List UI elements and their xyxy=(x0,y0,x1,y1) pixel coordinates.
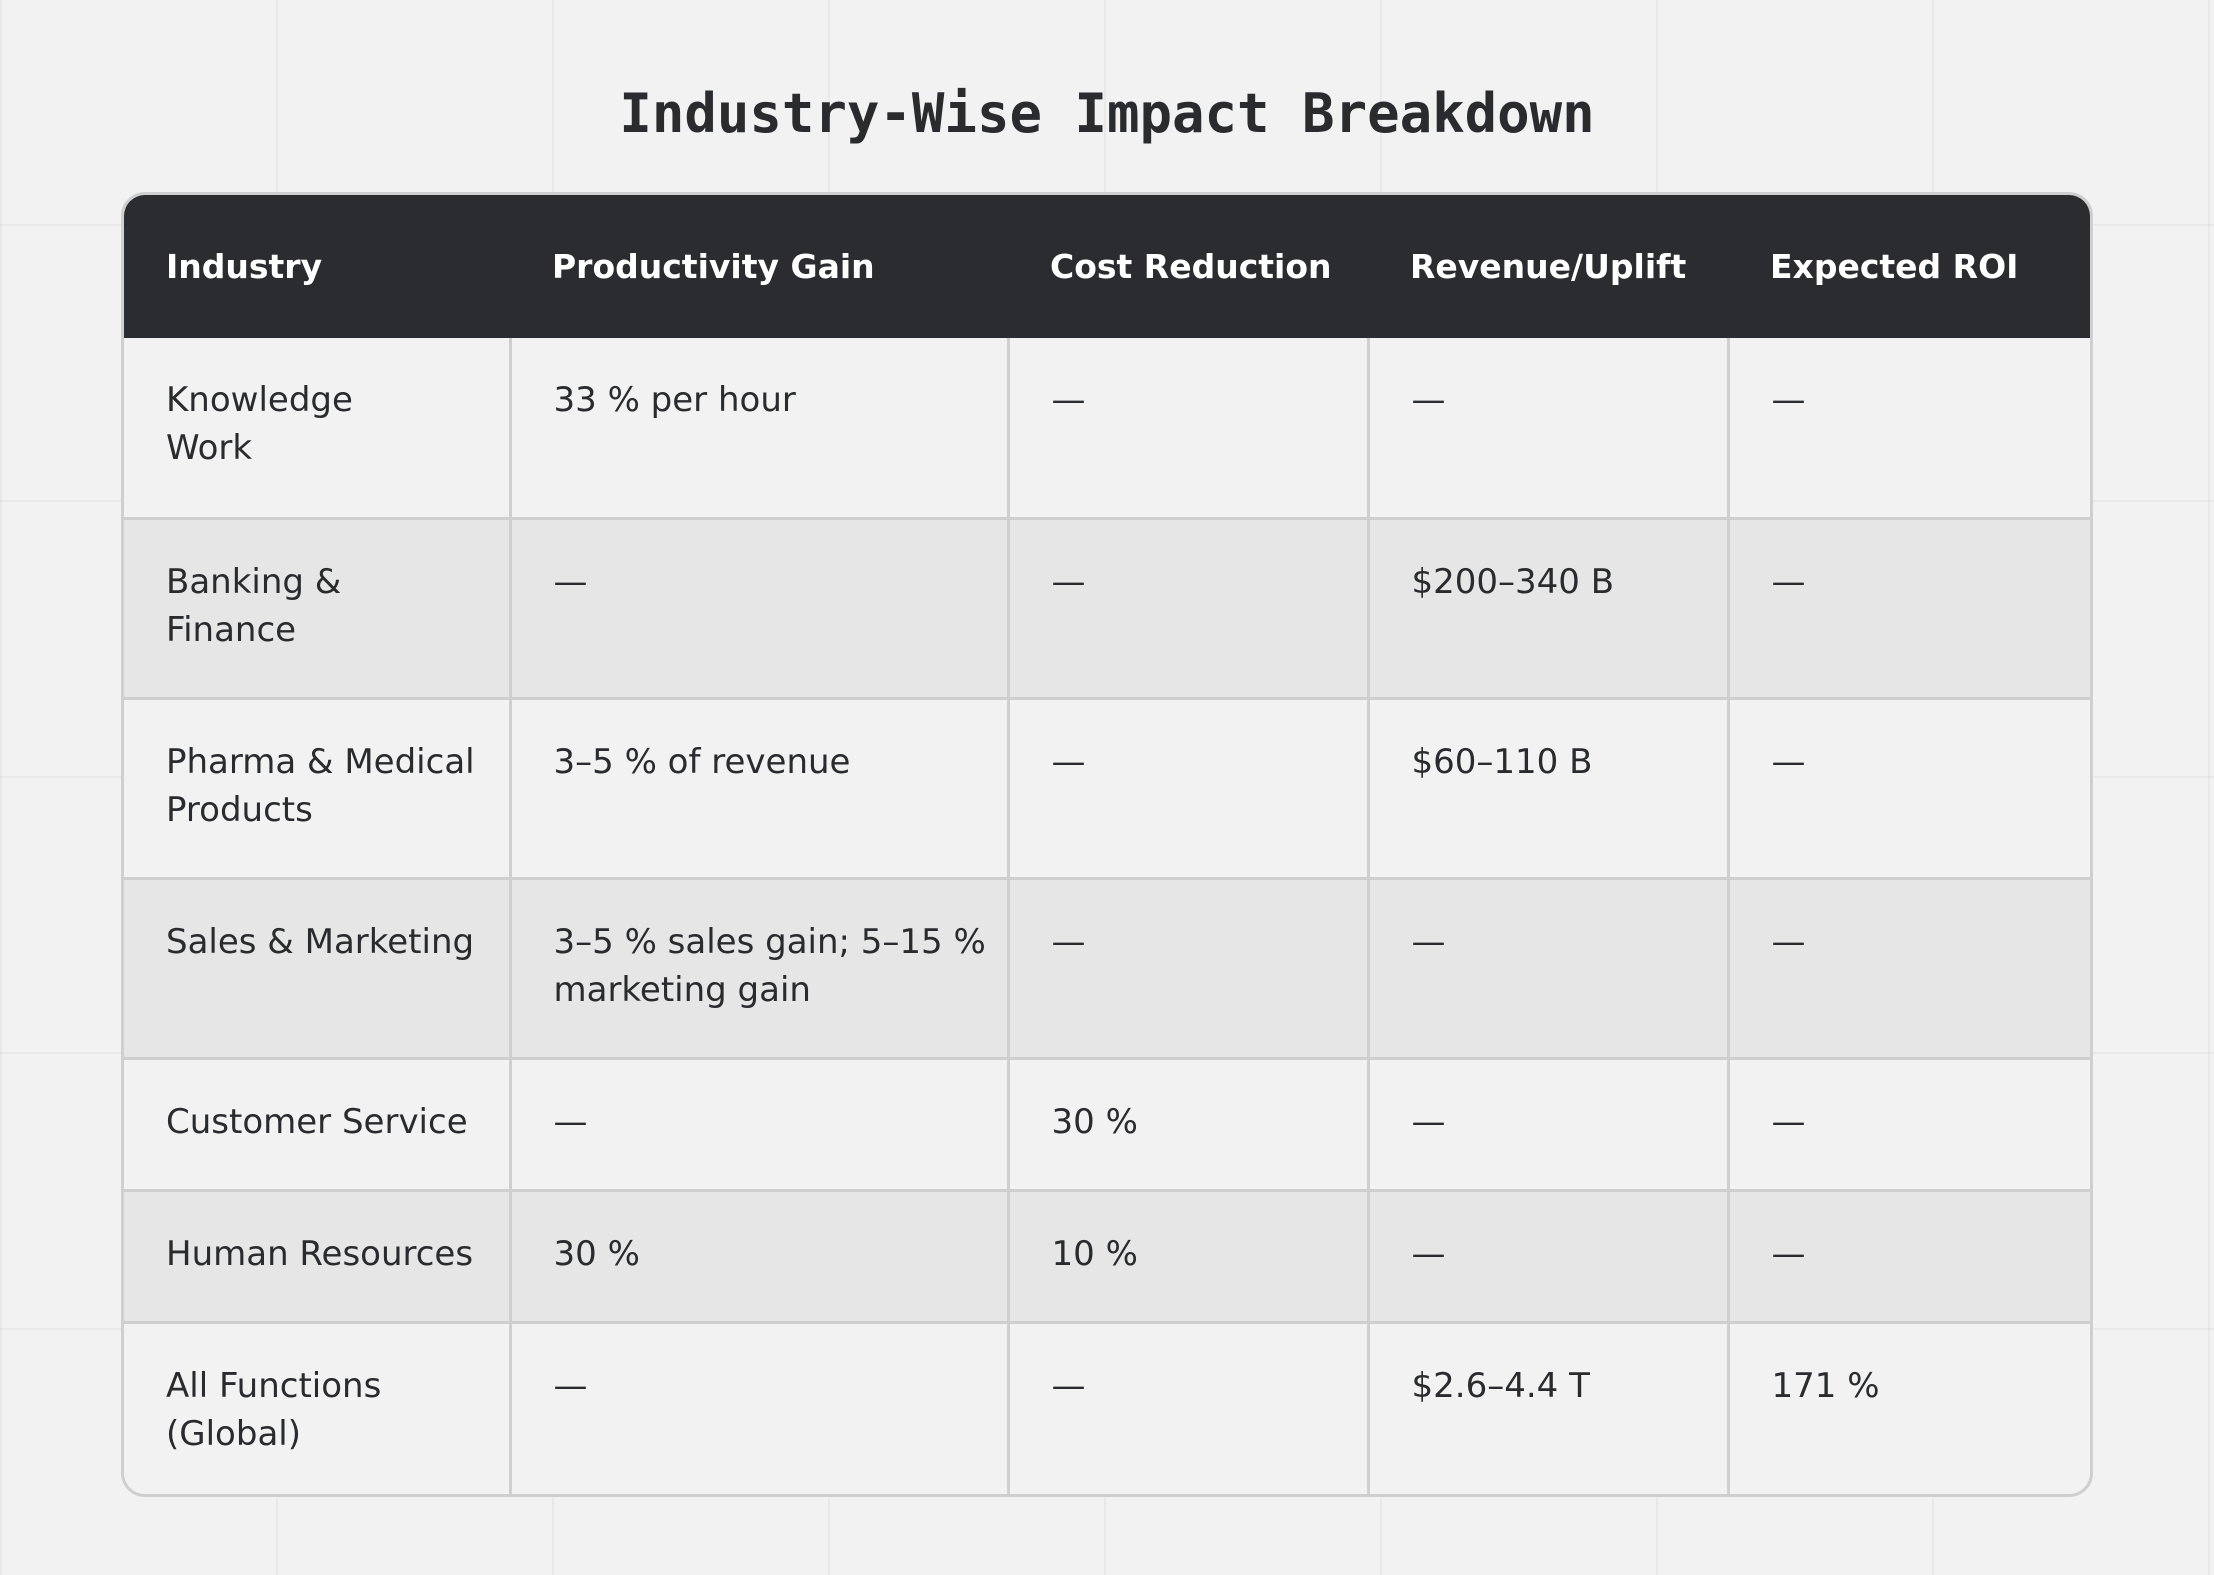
impact-table-container: Industry Productivity Gain Cost Reductio… xyxy=(121,192,2093,1497)
table-header: Industry Productivity Gain Cost Reductio… xyxy=(124,195,2090,338)
cell-productivity-gain: 3–5 % of revenue xyxy=(510,698,1010,880)
cell-cost-reduction: — xyxy=(1008,338,1370,520)
cell-revenue-uplift: — xyxy=(1368,878,1730,1060)
cell-revenue-uplift: $60–110 B xyxy=(1368,698,1730,880)
cell-productivity-gain: 30 % xyxy=(510,1190,1010,1324)
column-header-expected-roi: Expected ROI xyxy=(1728,195,2090,338)
cell-cost-reduction: — xyxy=(1008,1322,1370,1494)
cell-revenue-uplift: $2.6–4.4 T xyxy=(1368,1322,1730,1494)
table-row: Banking & Finance — — $200–340 B — xyxy=(124,518,2090,700)
table-row: All Functions (Global) — — $2.6–4.4 T 17… xyxy=(124,1322,2090,1494)
column-header-cost-reduction: Cost Reduction xyxy=(1008,195,1368,338)
cell-expected-roi: — xyxy=(1728,1058,2090,1192)
cell-expected-roi: — xyxy=(1728,878,2090,1060)
cell-industry: All Functions (Global) xyxy=(124,1322,512,1494)
cell-expected-roi: — xyxy=(1728,698,2090,880)
cell-industry: Sales & Marketing xyxy=(124,878,512,1060)
cell-cost-reduction: 30 % xyxy=(1008,1058,1370,1192)
table-body: Knowledge Work 33 % per hour — — — Banki… xyxy=(124,338,2090,1494)
cell-industry: Pharma & Medical Products xyxy=(124,698,512,880)
cell-cost-reduction: — xyxy=(1008,878,1370,1060)
table-row: Human Resources 30 % 10 % — — xyxy=(124,1190,2090,1324)
header-row: Industry Productivity Gain Cost Reductio… xyxy=(124,195,2090,338)
table-row: Pharma & Medical Products 3–5 % of reven… xyxy=(124,698,2090,880)
cell-expected-roi: — xyxy=(1728,338,2090,520)
column-header-industry: Industry xyxy=(124,195,510,338)
column-header-revenue-uplift: Revenue/Uplift xyxy=(1368,195,1728,338)
cell-industry: Customer Service xyxy=(124,1058,512,1192)
cell-industry: Knowledge Work xyxy=(124,338,512,520)
impact-table: Industry Productivity Gain Cost Reductio… xyxy=(124,195,2090,1494)
table-row: Customer Service — 30 % — — xyxy=(124,1058,2090,1192)
column-header-productivity-gain: Productivity Gain xyxy=(510,195,1008,338)
cell-expected-roi: — xyxy=(1728,518,2090,700)
cell-industry: Human Resources xyxy=(124,1190,512,1324)
cell-cost-reduction: — xyxy=(1008,518,1370,700)
cell-productivity-gain: 3–5 % sales gain; 5–15 % marketing gain xyxy=(510,878,1010,1060)
cell-revenue-uplift: — xyxy=(1368,338,1730,520)
cell-expected-roi: 171 % xyxy=(1728,1322,2090,1494)
cell-cost-reduction: — xyxy=(1008,698,1370,880)
cell-cost-reduction: 10 % xyxy=(1008,1190,1370,1324)
page-title: Industry-Wise Impact Breakdown xyxy=(619,82,1595,145)
cell-industry: Banking & Finance xyxy=(124,518,512,700)
cell-revenue-uplift: — xyxy=(1368,1058,1730,1192)
cell-productivity-gain: 33 % per hour xyxy=(510,338,1010,520)
cell-expected-roi: — xyxy=(1728,1190,2090,1324)
cell-productivity-gain: — xyxy=(510,1058,1010,1192)
cell-productivity-gain: — xyxy=(510,1322,1010,1494)
cell-revenue-uplift: $200–340 B xyxy=(1368,518,1730,700)
table-row: Sales & Marketing 3–5 % sales gain; 5–15… xyxy=(124,878,2090,1060)
cell-revenue-uplift: — xyxy=(1368,1190,1730,1324)
cell-productivity-gain: — xyxy=(510,518,1010,700)
table-row: Knowledge Work 33 % per hour — — — xyxy=(124,338,2090,520)
